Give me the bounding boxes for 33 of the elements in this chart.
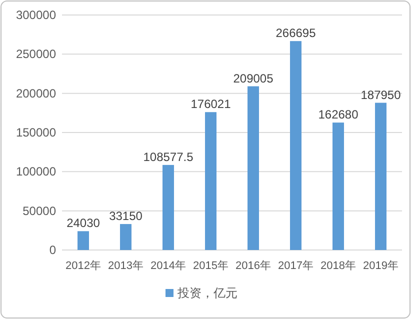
bar — [120, 224, 132, 250]
y-tick-label: 150000 — [16, 126, 56, 140]
x-tick-label: 2015年 — [193, 260, 228, 272]
x-tick-label: 2017年 — [278, 260, 314, 272]
y-tick-label: 0 — [49, 243, 56, 257]
x-tick-label: 2013年 — [108, 260, 144, 272]
x-tick-label: 2014年 — [150, 260, 186, 272]
bar — [290, 41, 302, 250]
bar — [332, 122, 344, 250]
bar — [78, 231, 89, 250]
bar — [162, 164, 174, 250]
x-tick-label: 2012年 — [66, 260, 101, 272]
legend: 投资，亿元 — [166, 286, 238, 300]
y-tick-label: 250000 — [16, 47, 56, 62]
data-label: 266695 — [276, 26, 316, 40]
legend-label: 投资，亿元 — [176, 286, 238, 300]
data-label: 187950 — [360, 88, 402, 102]
y-tick-label: 300000 — [16, 8, 56, 22]
bar — [375, 102, 386, 250]
data-label: 176021 — [190, 97, 232, 112]
bar — [248, 86, 259, 250]
data-label: 33150 — [109, 209, 143, 224]
y-tick-label: 200000 — [16, 86, 56, 100]
data-label: 108577.5 — [143, 150, 194, 164]
x-tick-label: 2019年 — [363, 260, 398, 272]
x-tick-label: 2016年 — [236, 260, 271, 272]
bar — [205, 112, 216, 250]
y-tick-label: 100000 — [16, 164, 56, 179]
y-tick-label: 50000 — [22, 204, 56, 218]
data-label: 162680 — [318, 108, 359, 122]
data-label: 209005 — [233, 71, 274, 86]
data-label: 24030 — [66, 216, 100, 230]
x-tick-label: 2018年 — [320, 260, 356, 272]
